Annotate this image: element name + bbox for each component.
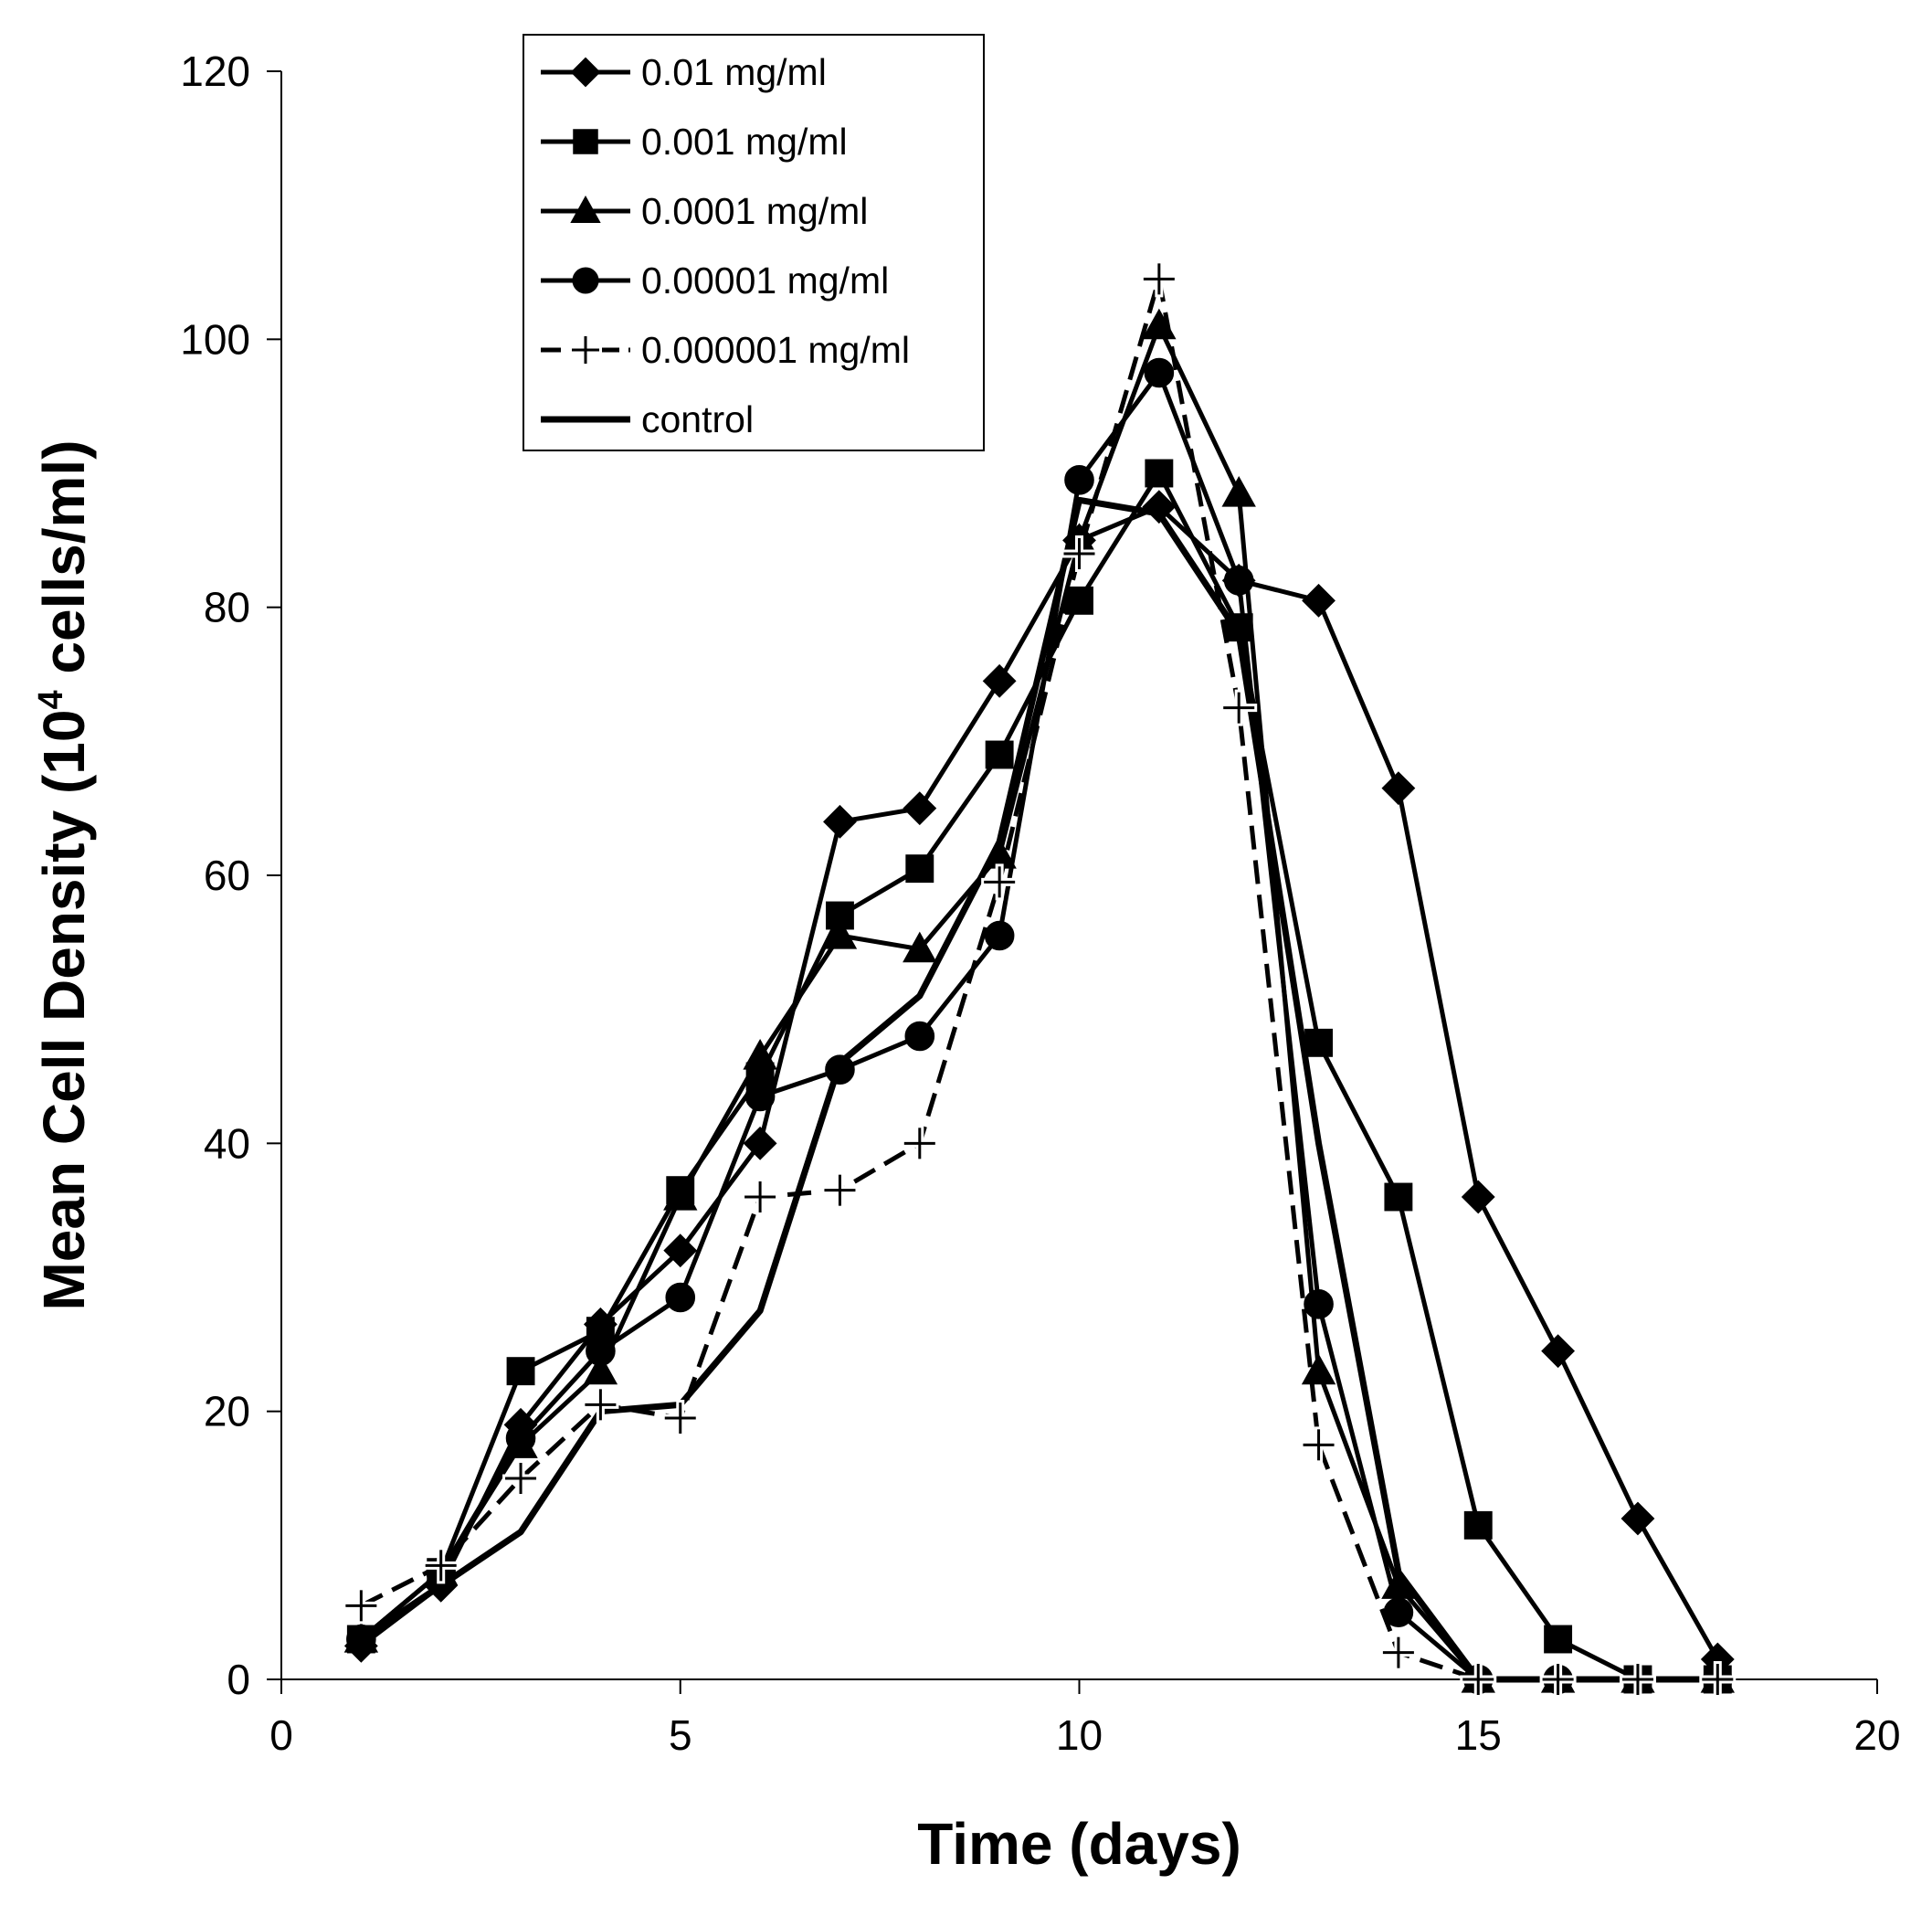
- square-marker: [1465, 1512, 1492, 1539]
- circle-marker: [1145, 359, 1174, 387]
- square-marker: [574, 130, 597, 154]
- chart-canvas: 0 20 40 60 80 100 120 0 5 10 15 20 Time (days) Mean…: [0, 0, 1932, 1927]
- y-tick-label: 80: [204, 584, 250, 631]
- legend-label: 0.001 mg/ml: [641, 121, 848, 163]
- diamond-marker: [904, 793, 935, 824]
- diamond-marker: [1462, 1181, 1494, 1212]
- x-tick-label: 5: [669, 1711, 692, 1759]
- series-0-001-mg-ml: [348, 461, 1731, 1693]
- legend-label: 0.01 mg/ml: [641, 51, 827, 93]
- y-axis-title-superscript: 4: [32, 690, 70, 709]
- plus-marker: [1380, 1635, 1417, 1671]
- diamond-marker: [1543, 1336, 1574, 1367]
- y-tick-label: 60: [204, 852, 250, 899]
- diamond-marker: [1304, 585, 1335, 616]
- y-axis-title: Mean Cell Density (104 cells/ml): [31, 439, 97, 1310]
- circle-marker: [826, 1055, 854, 1084]
- circle-marker: [906, 1022, 934, 1051]
- y-tick-label: 20: [204, 1388, 250, 1435]
- legend-label: 0.000001 mg/ml: [641, 329, 910, 371]
- circle-marker: [1304, 1290, 1333, 1318]
- plus-marker: [902, 1125, 938, 1161]
- plus-marker: [1141, 260, 1177, 297]
- axes: 0 20 40 60 80 100 120 0 5 10 15 20: [180, 48, 1900, 1759]
- y-tick-label: 0: [227, 1656, 250, 1703]
- triangle-marker: [1223, 478, 1254, 506]
- legend: 0.01 mg/ml 0.001 mg/ml 0.0001 mg/ml 0.00001…: [523, 35, 984, 450]
- legend-label: control: [641, 398, 754, 440]
- series-line: [361, 373, 1717, 1679]
- y-axis-title-main: Mean Cell Density (10: [31, 710, 97, 1311]
- series-line: [361, 473, 1717, 1679]
- square-marker: [987, 742, 1013, 768]
- plus-marker: [1301, 1426, 1337, 1463]
- y-tick-label: 40: [204, 1119, 250, 1167]
- diamond-marker: [1383, 773, 1414, 804]
- x-axis-title: Time (days): [917, 1811, 1241, 1877]
- circle-marker: [986, 922, 1014, 950]
- square-marker: [1145, 461, 1172, 487]
- circle-marker: [1225, 566, 1253, 595]
- series-line: [361, 326, 1717, 1679]
- plus-marker: [821, 1172, 858, 1209]
- square-marker: [1385, 1184, 1411, 1211]
- square-marker: [1305, 1030, 1332, 1056]
- x-tick-label: 20: [1853, 1711, 1900, 1759]
- diamond-marker: [1622, 1503, 1653, 1534]
- circle-marker: [347, 1625, 375, 1654]
- legend-label: 0.0001 mg/ml: [641, 190, 868, 232]
- x-tick-label: 15: [1455, 1711, 1502, 1759]
- series-0-00001-mg-ml: [347, 359, 1732, 1694]
- circle-marker: [666, 1284, 694, 1312]
- series-layer: [343, 260, 1736, 1698]
- y-tick-label: 100: [180, 315, 250, 363]
- y-axis-title-tail: cells/ml): [31, 439, 97, 690]
- plus-marker: [742, 1179, 778, 1215]
- circle-marker: [586, 1337, 615, 1365]
- plus-marker: [343, 1587, 379, 1624]
- y-tick-label: 120: [180, 48, 250, 95]
- square-marker: [1545, 1626, 1571, 1653]
- diamond-marker: [984, 665, 1015, 696]
- circle-marker: [746, 1083, 775, 1111]
- diamond-marker: [824, 806, 855, 837]
- legend-label: 0.00001 mg/ml: [641, 259, 889, 302]
- x-tick-label: 0: [269, 1711, 293, 1759]
- square-marker: [508, 1358, 534, 1384]
- circle-marker: [1065, 466, 1093, 494]
- circle-marker: [574, 269, 598, 293]
- square-marker: [906, 855, 933, 882]
- circle-marker: [507, 1424, 535, 1453]
- x-tick-label: 10: [1056, 1711, 1103, 1759]
- legend-box: [523, 35, 984, 450]
